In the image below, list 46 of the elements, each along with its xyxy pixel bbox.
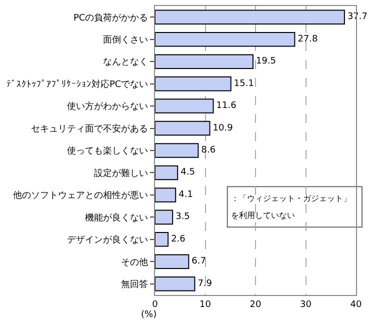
data-label: 27.8 <box>298 34 318 44</box>
data-label: 10.9 <box>212 123 234 134</box>
bar <box>155 210 174 225</box>
data-label: 19.5 <box>256 56 276 67</box>
bar <box>155 98 214 114</box>
data-label: 6.7 <box>192 256 206 267</box>
bar <box>155 188 176 202</box>
y-tick-label: セキュリティ面で不安がある <box>31 123 148 134</box>
y-tick-label: その他 <box>121 256 148 268</box>
x-axis-title: (%) <box>141 310 157 320</box>
bar <box>155 276 196 292</box>
data-label: 7.9 <box>198 278 212 289</box>
bar <box>155 32 296 47</box>
x-tick-label: 0 <box>152 300 158 310</box>
annotation: を利用していない <box>231 211 295 220</box>
bar <box>155 10 345 25</box>
y-tick-label: 設定が難しい <box>94 168 148 179</box>
y-tick-label: 使っても楽しくない <box>67 146 148 157</box>
data-label: 11.6 <box>216 101 237 112</box>
bar <box>155 54 254 69</box>
y-tick-label: ﾃﾞｽｸﾄｯﾌﾟｱﾌﾟﾘｹｰｼｮﾝ対応PCでない <box>6 78 148 90</box>
bar <box>155 232 169 247</box>
data-label: 3.5 <box>176 212 190 222</box>
bar <box>155 120 210 136</box>
bar <box>155 165 178 180</box>
y-tick-label: 機能が良くない <box>85 212 148 224</box>
bar <box>155 76 232 92</box>
annotation: ：「ウィジェット・ガジェット」 <box>231 194 351 203</box>
data-label: 2.6 <box>171 234 186 244</box>
y-tick-label: デザインが良くない <box>67 234 148 246</box>
x-tick-label: 10 <box>200 300 212 310</box>
bar <box>155 143 199 158</box>
bar <box>155 254 190 270</box>
data-label: 15.1 <box>234 78 254 89</box>
y-tick-label: なんとなく <box>103 58 148 68</box>
x-tick-label: 20 <box>250 300 262 310</box>
y-tick-label: 面倒くさい <box>103 34 148 46</box>
data-label: 4.5 <box>180 168 195 178</box>
y-tick-label: PCの負荷がかかる <box>73 12 148 24</box>
x-tick-label: 40 <box>350 300 362 310</box>
x-tick-label: 30 <box>300 300 312 310</box>
y-tick-label: 使い方がわからない <box>67 101 148 112</box>
y-tick-label: 無回答 <box>121 279 148 290</box>
data-label: 8.6 <box>201 146 216 156</box>
data-label: 4.1 <box>178 190 193 200</box>
y-tick-label: 他のソフトウェアとの相性が悪い <box>13 190 148 202</box>
